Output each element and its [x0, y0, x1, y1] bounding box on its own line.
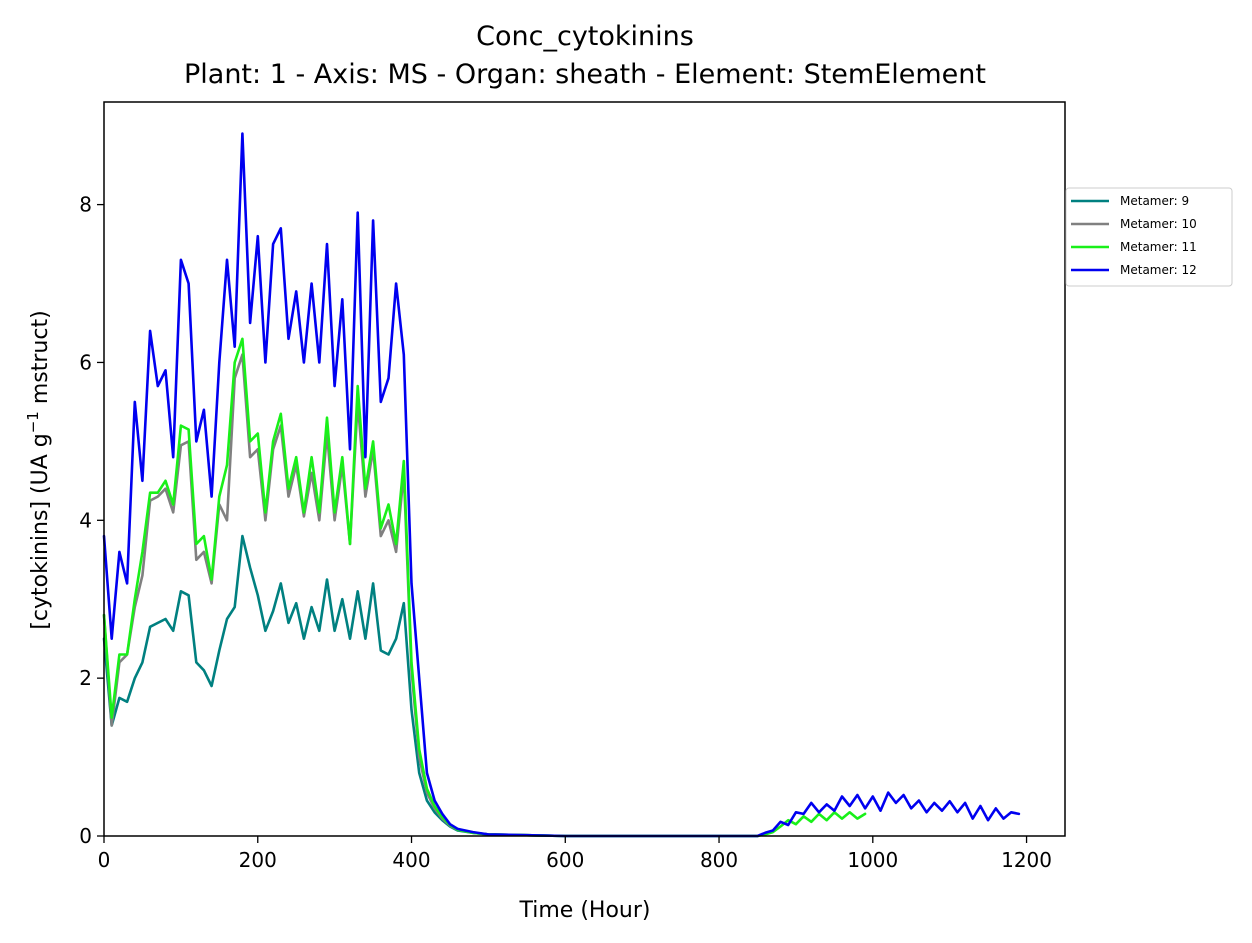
- x-tick-label: 400: [392, 848, 430, 872]
- y-tick-label: 0: [79, 824, 92, 848]
- y-tick-label: 2: [79, 666, 92, 690]
- chart-subtitle: Plant: 1 - Axis: MS - Organ: sheath - El…: [184, 59, 986, 90]
- plot-frame: [103, 101, 1066, 837]
- legend-label: Metamer: 9: [1120, 194, 1189, 208]
- series-line-metamer-11: [102, 337, 867, 838]
- y-axis: 0 2 4 6 8: [79, 193, 104, 848]
- x-axis: 0 200 400 600 800 1000 1200: [98, 836, 1052, 872]
- legend: Metamer: 9 Metamer: 10 Metamer: 11 Metamer:…: [1065, 187, 1233, 287]
- x-axis-label: Time (Hour): [519, 898, 651, 923]
- legend-box: [1065, 187, 1233, 287]
- y-axis-label-tail: mstruct): [28, 310, 53, 411]
- y-axis-label: [cytokinins] (UA g−1 mstruct): [24, 310, 53, 629]
- x-tick-label: 600: [546, 848, 584, 872]
- x-tick-label: 1200: [1001, 848, 1052, 872]
- x-tick-label: 200: [239, 848, 277, 872]
- legend-label: Metamer: 10: [1120, 217, 1197, 231]
- chart-title: Conc_cytokinins: [476, 21, 694, 52]
- plot-area: 0 200 400 600 800 1000 1200 0 2 4 6 8: [79, 101, 1066, 872]
- x-tick-label: 1000: [847, 848, 898, 872]
- y-tick-label: 4: [79, 508, 92, 532]
- series-line-metamer-10: [102, 353, 759, 838]
- legend-label: Metamer: 12: [1120, 263, 1197, 277]
- y-axis-label-main: [cytokinins] (UA g: [28, 433, 53, 629]
- y-tick-label: 6: [79, 350, 92, 374]
- x-tick-label: 0: [98, 848, 111, 872]
- legend-label: Metamer: 11: [1120, 240, 1197, 254]
- series-line-metamer-12: [102, 132, 1021, 838]
- y-axis-label-exponent: −1: [24, 411, 42, 433]
- y-tick-label: 8: [79, 193, 92, 217]
- x-tick-label: 800: [700, 848, 738, 872]
- series-layer: [102, 132, 1021, 838]
